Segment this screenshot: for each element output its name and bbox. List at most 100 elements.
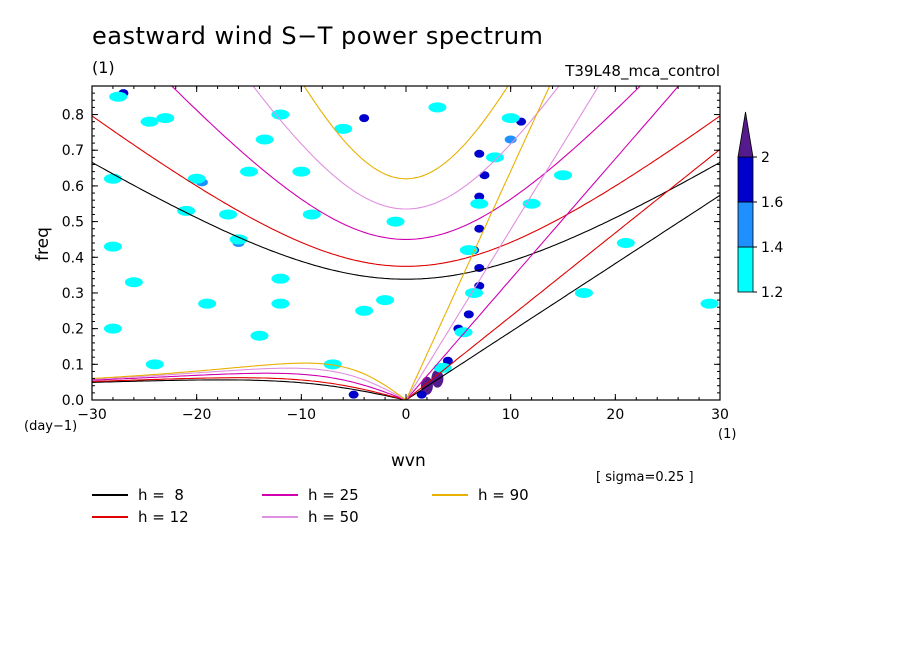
x-tick-label: 10 (502, 407, 520, 423)
y-tick-label: 0.2 (62, 322, 84, 338)
colorbar-top-arrow (737, 111, 754, 158)
y-tick-label: 0.5 (62, 215, 84, 231)
dispersion-line (92, 367, 407, 400)
y-tick-label: 0.8 (62, 108, 84, 124)
legend-item: h = 25 (262, 486, 359, 504)
x-tick-label: −30 (77, 407, 107, 423)
contour-blob (103, 173, 122, 184)
contour-blob (103, 241, 122, 252)
x-tick-label: 30 (711, 407, 729, 423)
legend-swatch (92, 516, 128, 518)
colorbar-segment (737, 246, 754, 293)
y-axis-unit: (day−1) (24, 419, 77, 434)
contour-blob (479, 171, 490, 180)
contour-blob (501, 113, 520, 124)
dispersion-line (92, 377, 407, 400)
contour-blob (359, 114, 370, 123)
contour-blob (554, 170, 572, 181)
x-tick-label: 0 (402, 407, 411, 423)
contour-blob (250, 330, 269, 341)
contour-blob (433, 362, 452, 373)
legend-label: h = 12 (138, 508, 189, 526)
contour-blob (177, 205, 196, 216)
dispersion-line (92, 115, 720, 267)
y-tick-label: 0.3 (62, 286, 84, 302)
contour-blob (271, 109, 290, 120)
colorbar-label: 1.6 (761, 195, 783, 211)
contour-blob (428, 102, 447, 113)
y-tick-label: 0.0 (62, 393, 84, 409)
contour-blob (109, 91, 128, 102)
contour-blob (240, 166, 258, 177)
contour-blob (323, 359, 342, 370)
contour-blob (386, 216, 405, 227)
x-tick-label: 20 (606, 407, 624, 423)
x-axis-label: wvn (391, 451, 426, 470)
colorbar-segment (737, 156, 754, 203)
contour-blob (454, 327, 473, 338)
contour-blob (187, 173, 206, 184)
contour-blob (431, 369, 444, 388)
contour-blob (355, 305, 374, 316)
dispersion-line (405, 148, 720, 400)
colorbar-label: 1.4 (761, 240, 783, 256)
contour-blob (124, 277, 143, 288)
contour-blob (219, 209, 238, 220)
contour-blob (474, 149, 485, 158)
x-tick-label: −10 (287, 407, 317, 423)
chart-title: eastward wind S−T power spectrum (92, 22, 544, 50)
contour-blob (334, 123, 353, 134)
contour-blob (156, 113, 175, 124)
contour-blob (348, 390, 359, 399)
contour-blob (255, 134, 274, 145)
colorbar-label: 1.2 (761, 285, 783, 301)
legend-item: h = 50 (262, 508, 359, 526)
contour-blob (522, 198, 541, 209)
dispersion-line (92, 362, 407, 400)
contour-blob (145, 359, 164, 370)
y-axis-label: freq (33, 227, 53, 261)
contour-blob (271, 298, 290, 309)
contour-blob (463, 310, 474, 319)
legend-item: h = 8 (92, 486, 184, 504)
contour-blob (198, 298, 217, 309)
dispersion-line (405, 86, 600, 400)
contour-blob (470, 198, 489, 209)
y-tick-label: 0.7 (62, 143, 84, 159)
colorbar-segment (737, 201, 754, 248)
contour-blob (574, 287, 593, 298)
y-tick-label: 0.6 (62, 179, 84, 195)
contour-blob (229, 234, 248, 245)
contour-blob (442, 356, 453, 365)
contour-blob (302, 209, 321, 220)
y-tick-label: 0.1 (62, 357, 84, 373)
dispersion-line (252, 86, 560, 210)
run-label: T39L48_mca_control (565, 62, 720, 80)
contour-blob (700, 298, 719, 309)
colorbar-label: 2 (761, 150, 770, 166)
contour-blob (416, 390, 427, 399)
dispersion-line (405, 86, 680, 400)
x-axis: −30 −20 −10 0 10 20 30 (77, 86, 729, 423)
contour-blob (474, 224, 485, 233)
dispersion-line (405, 86, 551, 400)
legend-swatch (262, 516, 298, 518)
contour-blob (485, 152, 504, 163)
x-axis-unit: (1) (718, 427, 736, 442)
colorbar: 1.2 1.4 1.6 2 (737, 111, 783, 301)
contour-blob (616, 238, 635, 248)
legend-label: h = 8 (138, 486, 184, 504)
legend-label: h = 90 (478, 486, 529, 504)
contour-blob (140, 116, 159, 127)
contour-blob (376, 295, 395, 306)
dispersion-line (92, 379, 407, 400)
contour-blob (474, 192, 485, 201)
y-axis: 0.0 0.1 0.2 0.3 0.4 0.5 0.6 0.7 0.8 (62, 92, 720, 409)
dispersion-line (303, 86, 509, 180)
sigma-label: [ sigma=0.25 ] (596, 470, 694, 485)
power-contours (103, 89, 719, 399)
title-unit: (1) (92, 58, 115, 77)
legend-item: h = 90 (432, 486, 529, 504)
legend-swatch (262, 494, 298, 496)
y-tick-label: 0.4 (62, 250, 84, 266)
